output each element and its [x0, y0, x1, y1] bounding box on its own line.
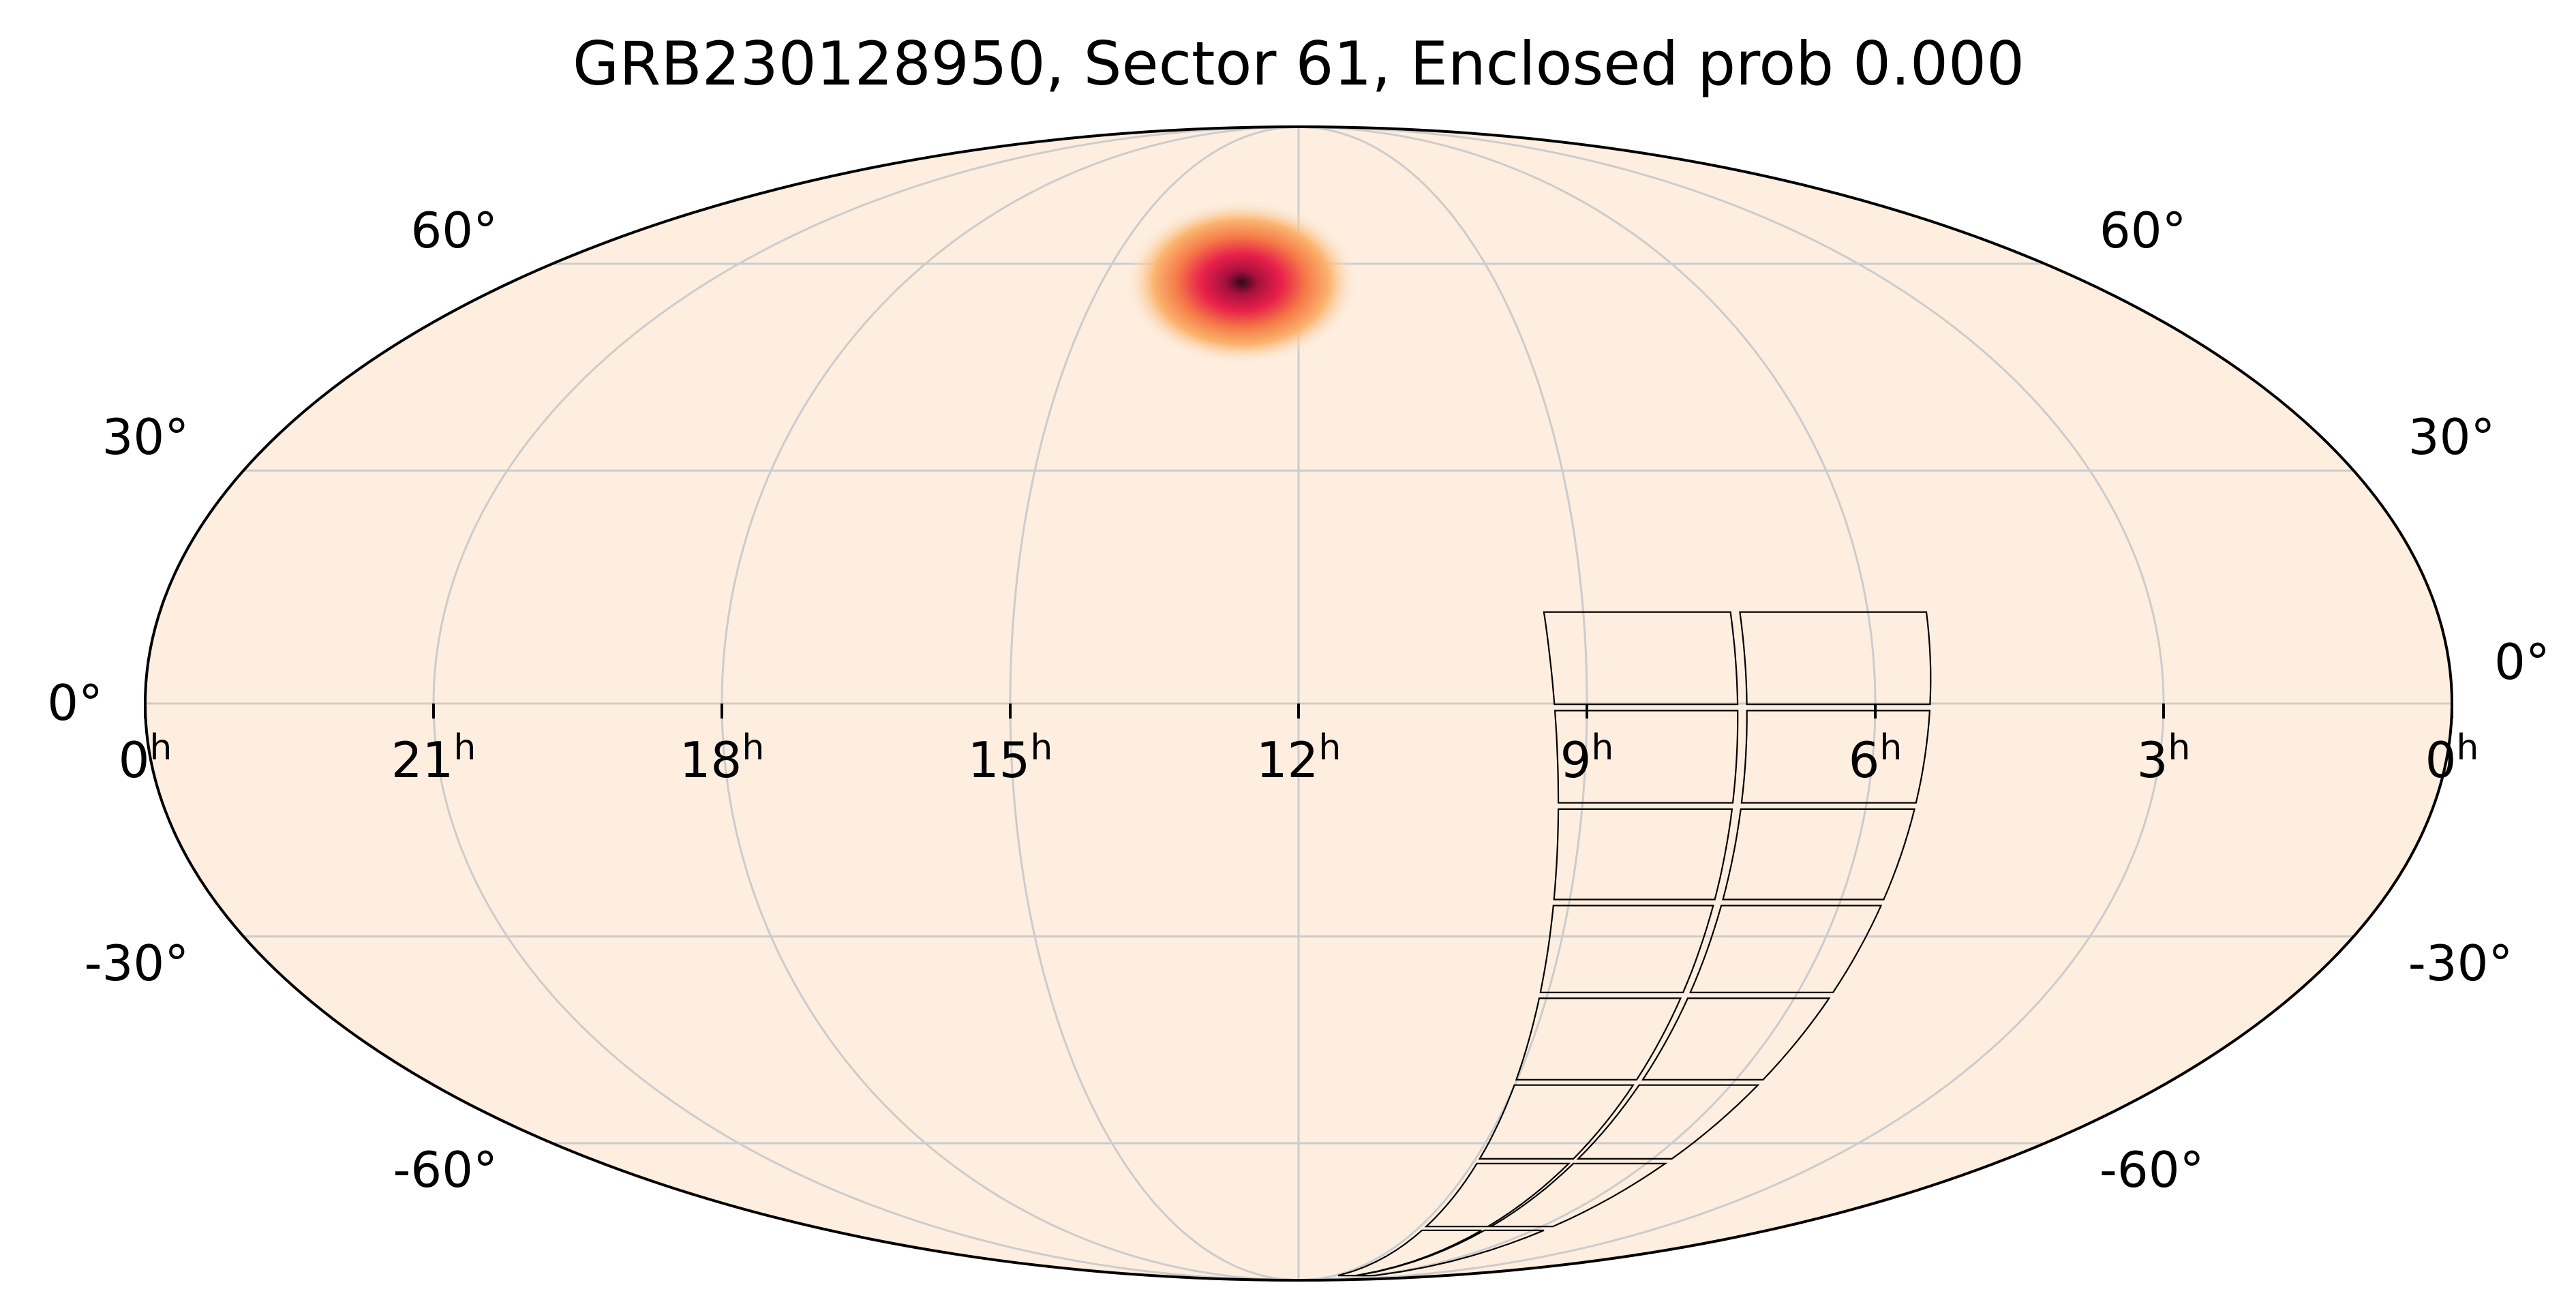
ccd-footprint	[1576, 1084, 1760, 1160]
ccd-footprint	[1478, 1084, 1635, 1160]
ccd-footprint	[1357, 1229, 1545, 1277]
ccd-footprint	[1488, 1162, 1668, 1228]
dec-tick-label-left: 30°	[102, 408, 190, 466]
ccd-footprint	[1739, 611, 1932, 706]
ccd-footprint	[1424, 1162, 1571, 1228]
ra-tick-label: 6h	[1849, 727, 1903, 789]
chart-title: GRB230128950, Sector 61, Enclosed prob 0…	[573, 29, 2025, 99]
ccd-footprint	[1641, 997, 1831, 1080]
dec-tick-label-right: 60°	[2100, 202, 2187, 259]
ra-tick-superscript: h	[1879, 727, 1902, 768]
dec-tick-label-left: -30°	[85, 935, 190, 992]
dec-tick-label-left: 0°	[47, 674, 103, 731]
ra-tick-superscript: h	[1591, 727, 1613, 768]
ccd-footprint	[1740, 710, 1931, 804]
ra-tick-superscript: h	[2456, 727, 2479, 768]
dec-tick-label-right: 30°	[2408, 408, 2496, 466]
dec-tick-label-right: -30°	[2408, 935, 2513, 992]
ra-tick-label: 3h	[2137, 727, 2191, 789]
ra-tick-label: 9h	[1560, 727, 1614, 789]
ccd-footprint	[1337, 1229, 1482, 1277]
ra-tick-superscript: h	[149, 727, 172, 768]
dec-tick-label-right: -60°	[2100, 1141, 2204, 1198]
ccd-footprint	[1553, 808, 1733, 901]
ccd-footprint	[1515, 997, 1682, 1080]
ra-tick-label: 0h	[2425, 727, 2479, 789]
ra-tick-superscript: h	[742, 727, 764, 768]
ra-tick-label: 21h	[391, 727, 476, 789]
dec-tick-label-right: 0°	[2494, 633, 2550, 691]
probability-map	[1124, 199, 1359, 366]
ccd-footprint	[1539, 905, 1714, 993]
sector-footprint	[1337, 611, 1932, 1277]
ra-tick-superscript: h	[1318, 727, 1341, 768]
dec-tick-label-left: 60°	[410, 202, 498, 259]
ccd-footprint	[1689, 905, 1883, 993]
ccd-footprint	[1722, 808, 1916, 901]
ccd-footprint	[1543, 611, 1739, 706]
ccd-footprint	[1554, 710, 1739, 804]
ra-tick-superscript: h	[2168, 727, 2190, 768]
probability-peak	[1124, 199, 1359, 366]
dec-tick-label-left: -60°	[393, 1141, 498, 1198]
ra-tick-superscript: h	[1030, 727, 1052, 768]
ra-tick-superscript: h	[453, 727, 476, 768]
